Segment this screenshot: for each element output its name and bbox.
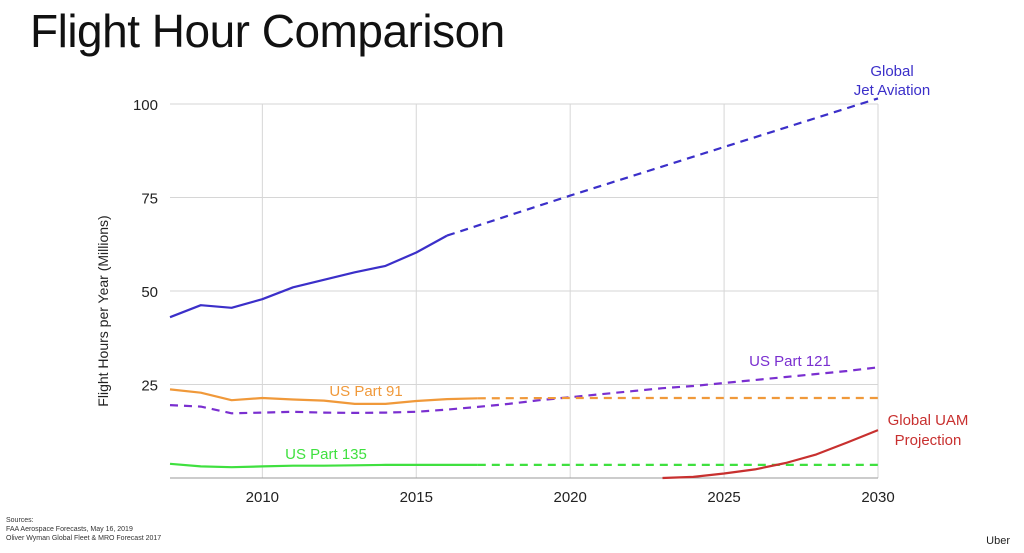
x-tick-label: 2025	[707, 489, 740, 506]
y-axis-label: Flight Hours per Year (Millions)	[95, 215, 111, 406]
slide-title: Flight Hour Comparison	[30, 5, 505, 57]
us-part-121-projected-line	[169, 366, 879, 415]
global-uam-projection-actual-line	[662, 429, 879, 480]
y-tick-label: 75	[141, 191, 158, 208]
source-line: Oliver Wyman Global Fleet & MRO Forecast…	[6, 535, 162, 542]
sources-note: Sources: FAA Aerospace Forecasts, May 16…	[6, 516, 161, 543]
x-tick-label: 2030	[861, 489, 894, 506]
source-line: FAA Aerospace Forecasts, May 16, 2019	[6, 526, 133, 533]
y-tick-label: 50	[141, 284, 158, 301]
series-labels: Global Jet Aviation US Part 121 US Part 91 U…	[285, 63, 968, 463]
y-tick-label: 100	[133, 97, 158, 114]
global-jet-aviation-label: Global	[870, 63, 913, 80]
x-tick-label: 2015	[400, 489, 433, 506]
global-uam-projection-label: Global UAM	[888, 412, 969, 429]
grid	[170, 103, 879, 478]
us-part-91-label: US Part 91	[329, 383, 402, 400]
sources-label: Sources:	[6, 517, 34, 524]
global-uam-projection-label: Projection	[895, 432, 962, 449]
x-tick-label: 2010	[246, 489, 279, 506]
y-tick-label: 25	[141, 378, 158, 395]
series-lines	[169, 97, 879, 480]
global-jet-aviation-actual-line	[169, 234, 448, 319]
global-jet-aviation-projected-line	[446, 97, 879, 237]
us-part-121-label: US Part 121	[749, 353, 831, 370]
us-part-135-label: US Part 135	[285, 446, 367, 463]
global-jet-aviation-label: Jet Aviation	[854, 82, 930, 99]
axes: 25 50 75 100 2010 2015 2020 2025 2030 Flight Hour…	[95, 97, 895, 506]
brand-logo-text: Uber	[986, 535, 1010, 547]
us-part-135-actual-line	[169, 462, 478, 469]
us-part-91-actual-line	[169, 388, 478, 405]
x-tick-label: 2020	[553, 489, 586, 506]
